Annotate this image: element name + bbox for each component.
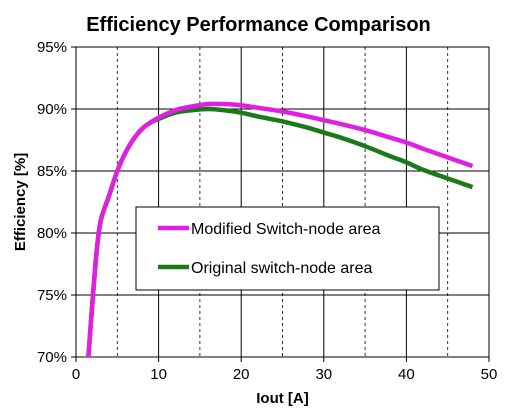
x-tick-label: 20 — [233, 366, 250, 383]
y-tick-label: 75% — [37, 287, 67, 304]
x-tick-label: 30 — [315, 366, 332, 383]
y-tick-label: 95% — [37, 39, 67, 56]
x-tick-label: 50 — [481, 366, 498, 383]
y-tick-label: 70% — [37, 349, 67, 366]
legend-entry-label: Original switch-node area — [191, 260, 373, 277]
series-line-modified — [86, 101, 474, 358]
y-tick-label: 85% — [37, 163, 67, 180]
plot-area — [76, 47, 489, 357]
y-tick-label: 90% — [37, 101, 67, 118]
y-axis-label: Efficiency [%] — [12, 153, 29, 251]
x-tick-label: 10 — [150, 366, 167, 383]
x-axis-label: Iout [A] — [256, 390, 308, 407]
y-tick-label: 80% — [37, 225, 67, 242]
chart-title: Efficiency Performance Comparison — [86, 14, 431, 36]
legend-box — [135, 206, 440, 291]
x-tick-label: 0 — [72, 366, 80, 383]
plot-border — [75, 46, 490, 358]
legend-entry-label: Modified Switch-node area — [191, 221, 381, 238]
x-tick-label: 40 — [398, 366, 415, 383]
